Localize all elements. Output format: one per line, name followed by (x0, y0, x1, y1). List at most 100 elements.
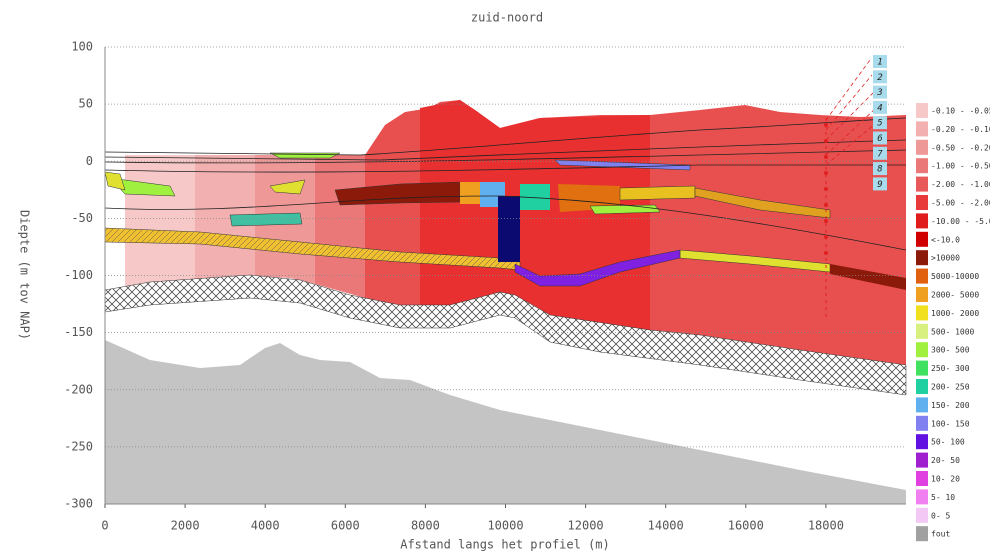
well-label: 4 (877, 103, 882, 113)
layer (460, 182, 480, 204)
layer (554, 159, 691, 171)
x-tick-label: 16000 (728, 519, 764, 533)
well-box (873, 177, 887, 191)
well-box (873, 70, 887, 84)
layer (229, 212, 303, 227)
layer (104, 171, 126, 191)
legend-swatch (916, 471, 928, 486)
x-tick-label: 2000 (171, 519, 200, 533)
legend-swatch (916, 213, 928, 229)
legend-swatch (916, 434, 928, 450)
chart-title: zuid-noord (471, 11, 543, 25)
legend-swatch (916, 231, 928, 247)
legend-label: 10- 20 (931, 475, 960, 484)
x-tick-label: 8000 (411, 519, 440, 533)
pink-zone (315, 155, 365, 298)
well-dot (824, 123, 828, 127)
well-dot (824, 171, 828, 175)
legend-label: 20- 50 (931, 456, 960, 465)
layer-boundary (104, 117, 907, 251)
x-axis-label: Afstand langs het profiel (m) (400, 538, 610, 552)
y-tick-label: -300 (64, 497, 93, 511)
legend-swatch (916, 305, 928, 321)
y-tick-label: 50 (79, 97, 93, 111)
layer (498, 196, 520, 262)
legend-swatch (916, 158, 928, 174)
deep-red-zone (420, 100, 650, 330)
legend-label: fout (931, 530, 950, 539)
y-tick-label: -200 (64, 382, 93, 396)
well-dot (824, 139, 828, 143)
well-dot (824, 219, 828, 223)
well-label: 9 (877, 180, 882, 190)
legend-swatch (916, 121, 928, 137)
bedrock (105, 340, 906, 504)
legend-label: 5- 10 (931, 493, 955, 502)
y-axis-label: Diepte (m tov NAP) (18, 210, 32, 340)
legend-label: -0.50 - -0.20 (931, 143, 990, 152)
legend-label: -0.10 - -0.05 (931, 107, 990, 116)
well-label: 8 (877, 165, 882, 175)
well-label: 5 (877, 119, 882, 129)
hatched-layer (104, 274, 907, 396)
legend-swatch (916, 139, 928, 155)
cross-section (104, 59, 907, 504)
legend-swatch (916, 268, 928, 284)
x-tick-label: 4000 (251, 519, 280, 533)
y-tick-label: -50 (71, 211, 93, 225)
x-tick-label: 10000 (487, 519, 523, 533)
well-label: 3 (876, 88, 882, 98)
well-dot (824, 187, 828, 191)
layer (619, 185, 696, 201)
legend-label: 2000- 5000 (931, 291, 979, 300)
well-box (873, 100, 887, 114)
layer (558, 184, 620, 212)
legend-label: -0.20 - -0.10 (931, 125, 990, 134)
legend-swatch (916, 250, 928, 266)
well-label: 2 (877, 73, 882, 83)
legend-swatch (916, 489, 928, 505)
legend-label: <-10.0 (931, 235, 960, 244)
legend-label: 0- 5 (931, 511, 950, 520)
well-label: 7 (877, 149, 883, 159)
y-tick-label: 0 (86, 154, 93, 168)
legend-swatch (916, 342, 928, 358)
well-box (873, 116, 887, 130)
legend-label: >10000 (931, 254, 960, 263)
legend-label: -1.00 - -0.50 (931, 162, 990, 171)
legend-swatch (916, 360, 928, 376)
legend-label: 250- 300 (931, 364, 970, 373)
well-box (873, 131, 887, 145)
legend-swatch (916, 507, 928, 523)
legend-swatch (916, 379, 928, 394)
well-label: 1 (877, 58, 882, 68)
x-tick-label: 14000 (648, 519, 684, 533)
legend-swatch (916, 195, 928, 210)
legend-label: -10.00 - -5.00 (931, 217, 990, 226)
legend-label: 5000-10000 (931, 272, 979, 281)
well-dot (824, 203, 828, 207)
legend-label: 200- 250 (931, 383, 970, 392)
legend-swatch (916, 287, 928, 302)
legend-label: 50- 100 (931, 438, 965, 447)
legend-swatch (916, 323, 928, 339)
legend-label: 150- 200 (931, 401, 970, 410)
well-box (873, 55, 887, 68)
layer (694, 187, 831, 219)
y-tick-label: -100 (64, 268, 93, 282)
well-dot (824, 235, 828, 239)
layer (269, 179, 306, 195)
y-tick-label: 100 (71, 40, 93, 54)
x-tick-label: 12000 (568, 519, 604, 533)
well-label: 6 (877, 134, 882, 144)
x-tick-label: 0 (101, 519, 108, 533)
legend-label: 300- 500 (931, 346, 970, 355)
well-dot (824, 155, 828, 159)
legend-label: 500- 1000 (931, 327, 975, 336)
legend-swatch (916, 452, 928, 468)
well-box (873, 85, 887, 99)
well-box (873, 146, 887, 160)
legend-label: 100- 150 (931, 419, 970, 428)
well-dot (824, 251, 828, 255)
